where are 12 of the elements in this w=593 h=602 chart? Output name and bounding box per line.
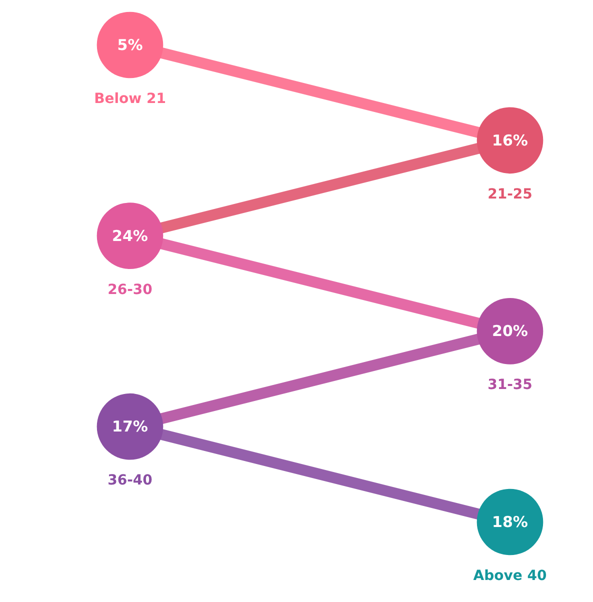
category-label: 21-25 bbox=[488, 186, 532, 202]
data-label: 5% bbox=[117, 36, 143, 54]
data-label: 20% bbox=[492, 322, 528, 340]
data-label: 18% bbox=[492, 513, 528, 531]
data-label: 24% bbox=[112, 226, 148, 245]
category-label: Below 21 bbox=[94, 91, 166, 107]
data-label: 16% bbox=[492, 131, 528, 150]
category-label: 26-30 bbox=[108, 282, 153, 298]
category-label: 31-35 bbox=[488, 377, 532, 394]
category-label: 36-40 bbox=[108, 472, 153, 489]
data-label: 17% bbox=[112, 418, 148, 436]
category-label: Above 40 bbox=[473, 568, 547, 584]
